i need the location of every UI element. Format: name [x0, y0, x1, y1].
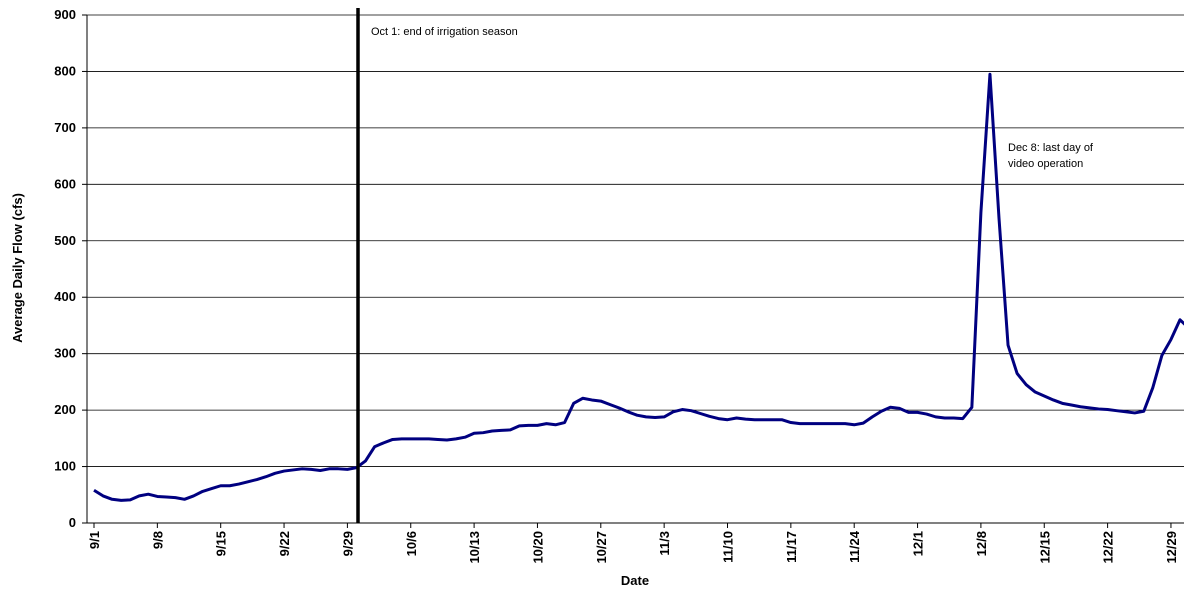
x-tick-label: 11/10	[721, 531, 736, 563]
annotation: video operation	[1008, 158, 1083, 170]
y-tick-label: 600	[54, 176, 76, 191]
y-tick-label: 0	[69, 515, 76, 530]
annotation: Dec 8: last day of	[1008, 142, 1094, 154]
flow-line	[93, 72, 1184, 502]
x-tick-label: 12/29	[1164, 531, 1179, 564]
x-tick-label: 12/1	[911, 531, 926, 556]
y-tick-label: 800	[54, 63, 76, 78]
x-tick-label: 9/15	[214, 531, 229, 556]
y-axis-title: Average Daily Flow (cfs)	[10, 193, 25, 343]
x-tick-label: 12/8	[974, 531, 989, 556]
x-tick-label: 9/1	[87, 531, 102, 549]
y-tick-label: 300	[54, 346, 76, 361]
x-tick-label: 11/17	[784, 531, 799, 563]
x-tick-label: 9/8	[150, 531, 165, 549]
grid	[87, 14, 1184, 524]
x-tick-label: 10/27	[594, 531, 609, 564]
y-tick-label: 700	[54, 120, 76, 135]
y-tick-label: 900	[54, 7, 76, 22]
x-tick-label: 11/24	[847, 530, 862, 563]
annotation: Oct 1: end of irrigation season	[371, 26, 518, 38]
x-tick-label: 11/3	[657, 531, 672, 556]
x-tick-label: 12/22	[1101, 531, 1116, 564]
y-tick-label: 500	[54, 233, 76, 248]
x-tick-label: 10/13	[467, 531, 482, 564]
x-tick-label: 12/15	[1037, 531, 1052, 564]
y-tick-label: 200	[54, 402, 76, 417]
x-tick-label: 10/6	[404, 531, 419, 556]
plot	[93, 72, 1184, 502]
y-tick-label: 100	[54, 459, 76, 474]
x-axis-title: Date	[621, 573, 649, 588]
x-tick-label: 10/20	[530, 531, 545, 564]
x-tick-label: 9/22	[277, 531, 292, 556]
x-tick-label: 9/29	[340, 531, 355, 556]
y-tick-label: 400	[54, 289, 76, 304]
